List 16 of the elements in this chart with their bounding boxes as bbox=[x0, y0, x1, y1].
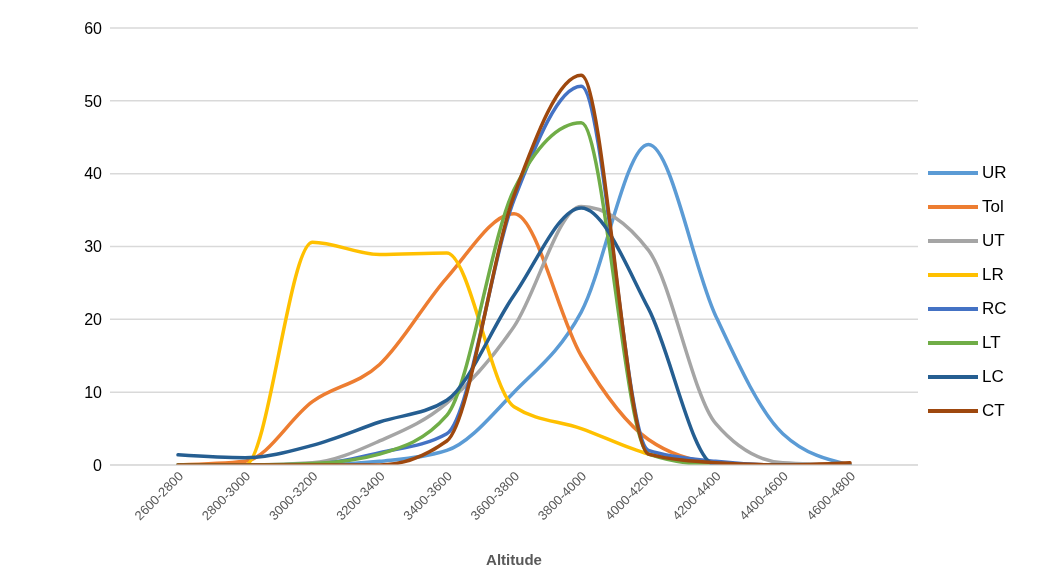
legend-label: LR bbox=[982, 264, 1004, 285]
y-tick-label: 30 bbox=[84, 238, 103, 256]
legend-label: LC bbox=[982, 366, 1004, 387]
legend-label: CT bbox=[982, 400, 1005, 421]
y-tick-label: 60 bbox=[84, 19, 103, 37]
y-tick-label: 10 bbox=[84, 383, 103, 401]
legend-label: Tol bbox=[982, 196, 1004, 217]
x-axis-title: Altitude bbox=[486, 551, 542, 568]
y-tick-label: 50 bbox=[84, 92, 103, 110]
legend-label: UR bbox=[982, 162, 1007, 183]
legend-label: RC bbox=[982, 298, 1007, 319]
y-tick-label: 0 bbox=[93, 456, 103, 474]
y-tick-label: 40 bbox=[84, 165, 103, 183]
y-tick-label: 20 bbox=[84, 311, 103, 329]
legend-label: UT bbox=[982, 230, 1005, 251]
legend-label: LT bbox=[982, 332, 1001, 353]
